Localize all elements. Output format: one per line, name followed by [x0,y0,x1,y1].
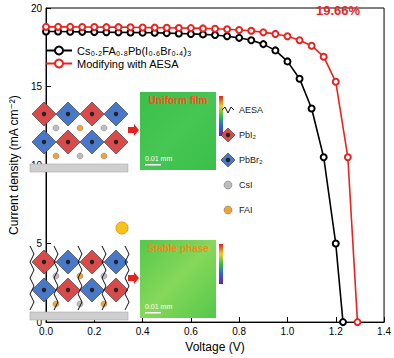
svg-text:Modifying with AESA: Modifying with AESA [77,58,179,70]
svg-text:CsI: CsI [239,180,253,190]
svg-text:0.4: 0.4 [136,326,150,337]
svg-text:1.4: 1.4 [377,326,391,337]
svg-text:Cs₀.₂FA₀.₈Pb(I₀.₆Br₀.₄)₃: Cs₀.₂FA₀.₈Pb(I₀.₆Br₀.₄)₃ [77,45,191,57]
svg-text:20: 20 [31,3,43,14]
svg-text:1.2: 1.2 [329,326,343,337]
svg-text:Uniform film: Uniform film [149,95,208,106]
svg-text:15: 15 [31,81,43,92]
svg-text:0.0: 0.0 [39,326,53,337]
svg-text:FAI: FAI [239,205,253,215]
svg-text:19.66%: 19.66% [316,3,361,18]
svg-text:0.8: 0.8 [232,326,246,337]
svg-text:0.6: 0.6 [184,326,198,337]
svg-text:Voltage (V): Voltage (V) [185,340,244,354]
svg-text:AESA: AESA [239,105,263,115]
svg-text:Stable phase: Stable phase [147,243,209,254]
svg-text:0.01 mm: 0.01 mm [145,303,172,310]
svg-text:PbBr₂: PbBr₂ [239,155,263,165]
svg-text:PbI₂: PbI₂ [239,130,257,140]
svg-text:0.2: 0.2 [87,326,101,337]
svg-text:0.01 mm: 0.01 mm [145,155,172,162]
svg-text:1.0: 1.0 [281,326,295,337]
svg-text:Current density (mA cm⁻²): Current density (mA cm⁻²) [7,95,21,235]
svg-text:5: 5 [36,238,42,249]
